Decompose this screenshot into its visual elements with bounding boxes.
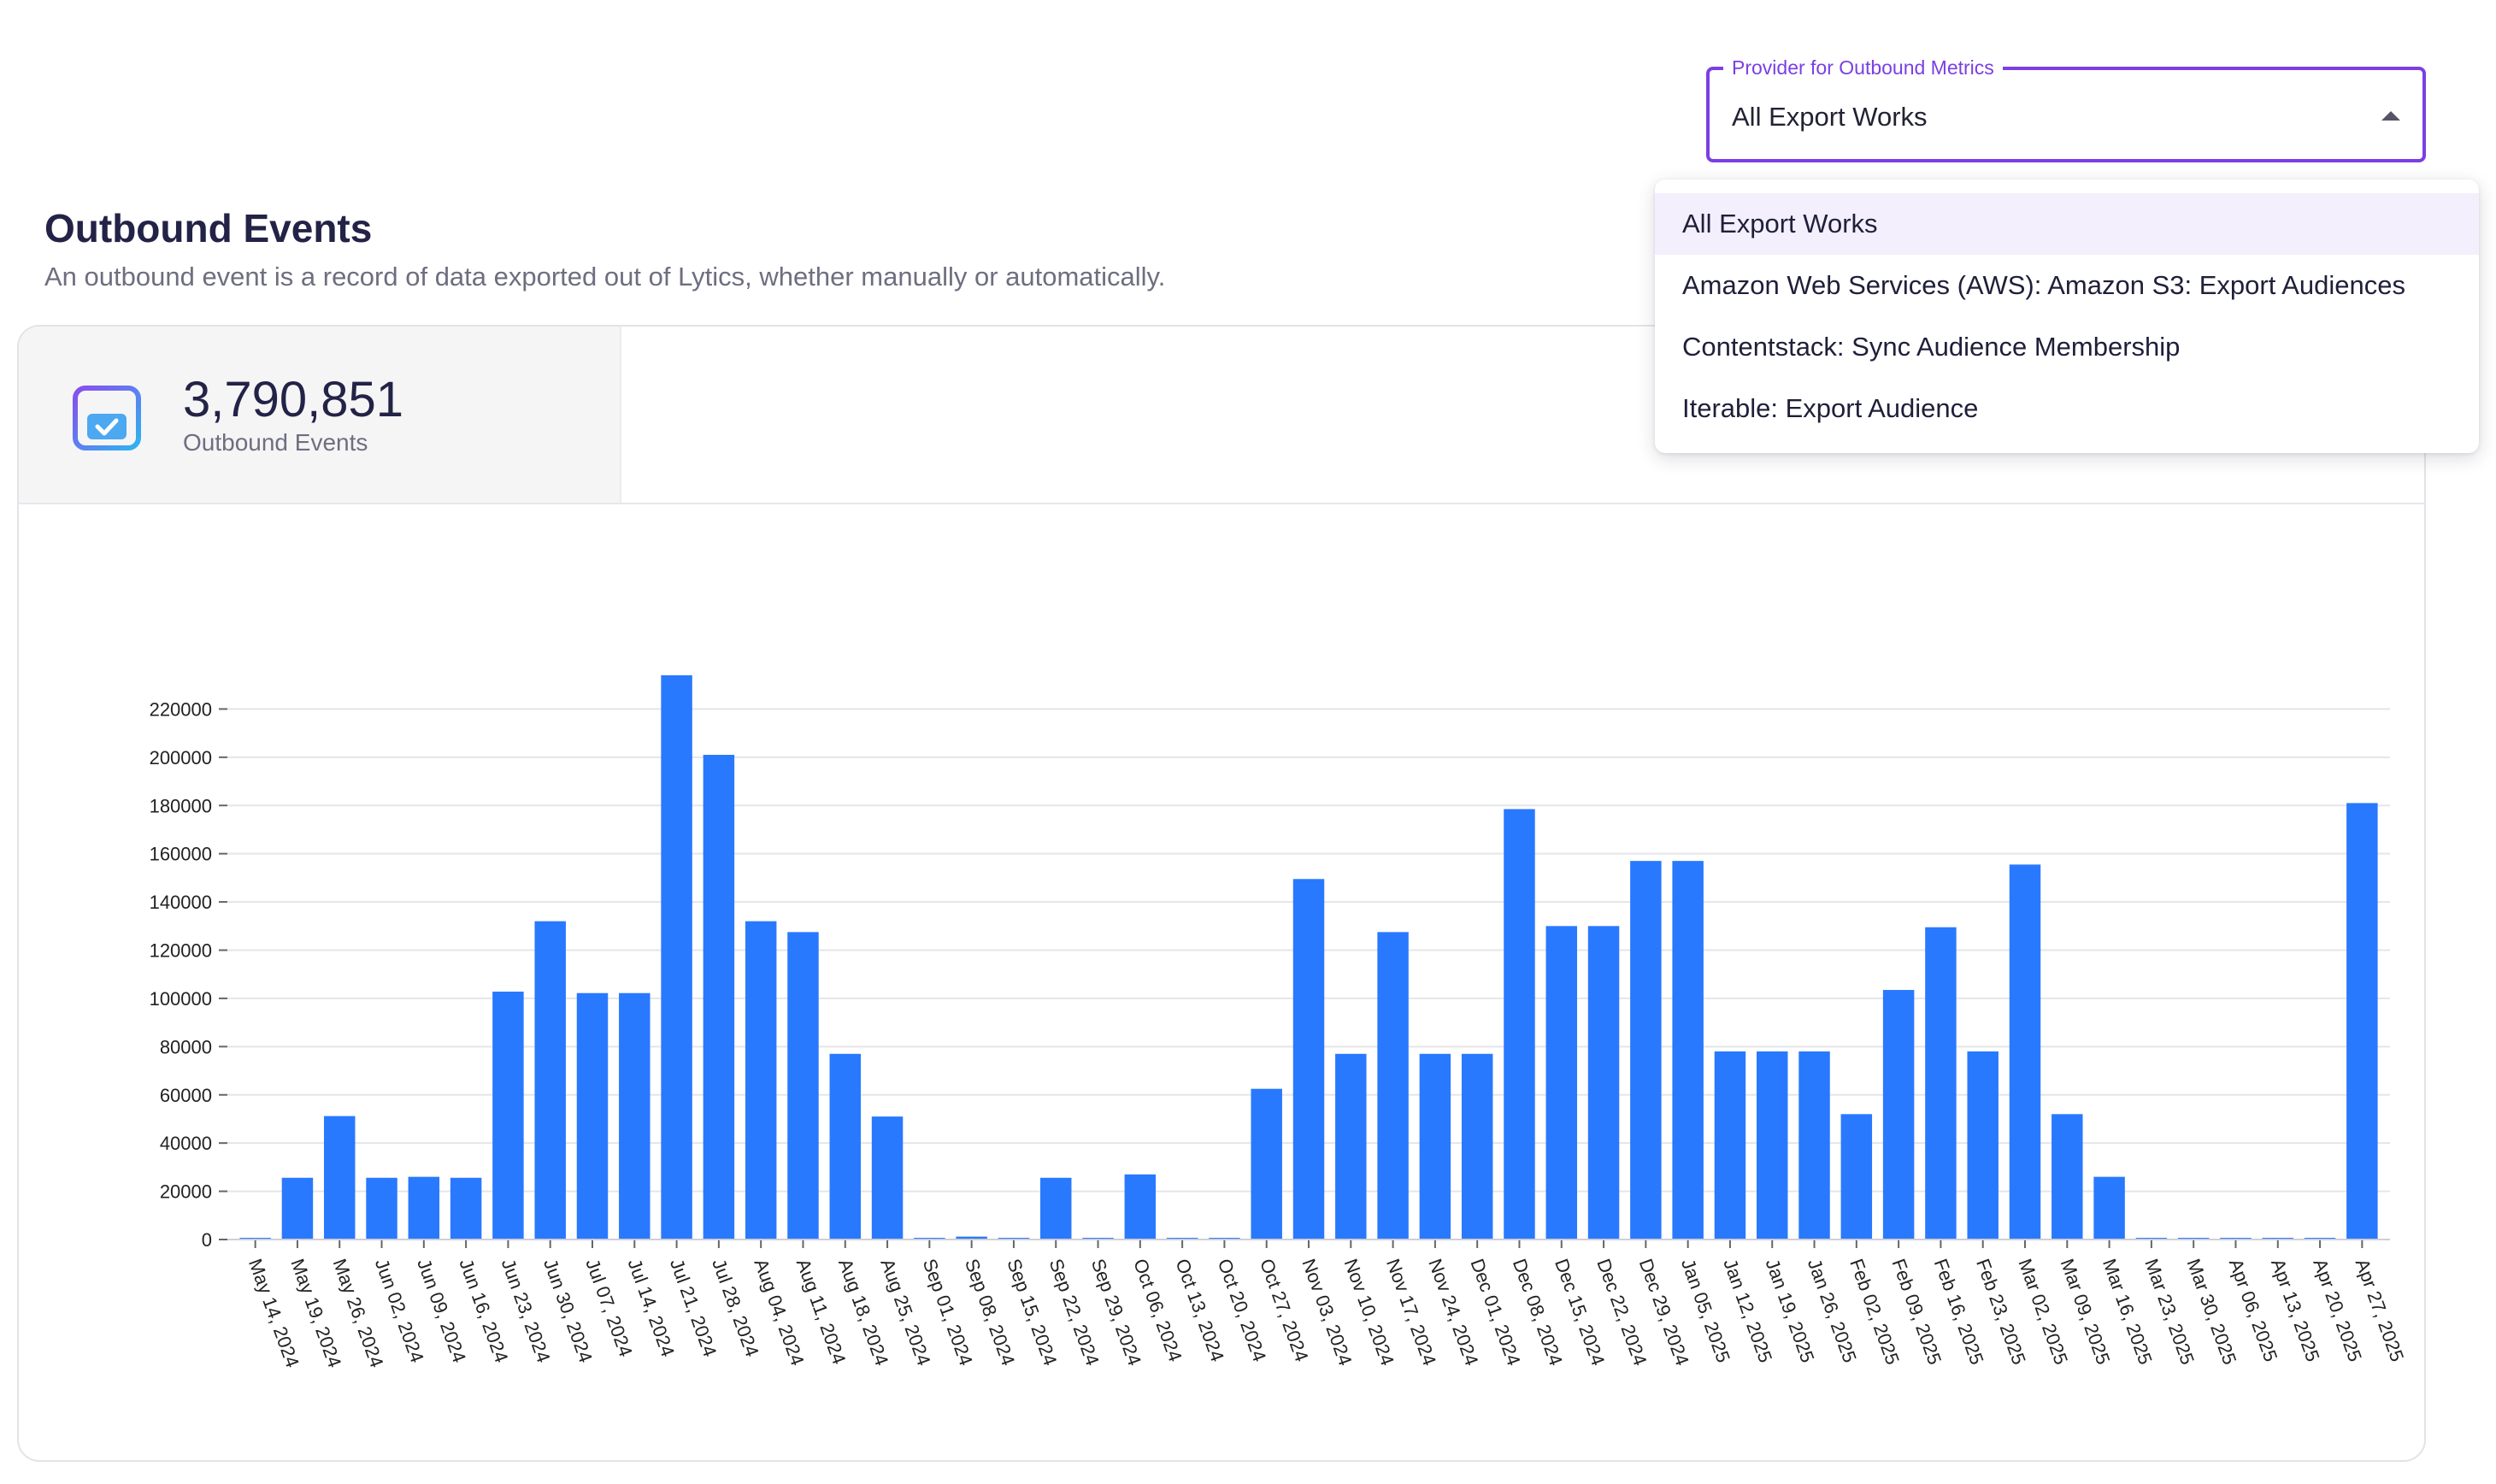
bar[interactable] (1714, 1051, 1746, 1240)
bar[interactable] (2052, 1114, 2083, 1240)
bar[interactable] (1882, 990, 1915, 1240)
bar[interactable] (1756, 1051, 1788, 1240)
bar[interactable] (1251, 1088, 1282, 1240)
provider-select[interactable]: Provider for Outbound Metrics All Export… (1706, 55, 2426, 162)
bar[interactable] (2346, 803, 2378, 1240)
bar[interactable] (408, 1176, 440, 1240)
bar[interactable] (1335, 1053, 1367, 1240)
dropdown-option-iterable[interactable]: Iterable: Export Audience (1682, 393, 1979, 423)
bar[interactable] (534, 921, 566, 1240)
bar[interactable] (1967, 1051, 1999, 1240)
dropdown-option-contentstack[interactable]: Contentstack: Sync Audience Membership (1682, 332, 2181, 362)
bar[interactable] (366, 1177, 397, 1240)
metric-value: 3,790,851 (183, 372, 404, 427)
provider-select-value: All Export Works (1732, 102, 1928, 132)
outbound-events-bar-chart: 0 20000 40000 60000 80000 100000 120000 140000 1… (150, 674, 2408, 1370)
card-divider (19, 503, 2424, 504)
y-tick-label: 20000 (160, 1181, 212, 1203)
bar[interactable] (1377, 932, 1409, 1240)
bar[interactable] (1292, 879, 1325, 1240)
bar[interactable] (703, 755, 735, 1240)
provider-select-label: Provider for Outbound Metrics (1723, 55, 2003, 80)
y-tick-label: 100000 (150, 988, 212, 1010)
bar[interactable] (1504, 809, 1535, 1240)
bar[interactable] (2093, 1176, 2125, 1240)
bar[interactable] (871, 1116, 904, 1240)
bar[interactable] (619, 992, 650, 1240)
y-tick-label: 120000 (150, 940, 212, 962)
page-title: Outbound Events (44, 206, 373, 250)
calendar-check-icon (73, 378, 141, 450)
y-tick-label: 140000 (150, 892, 212, 913)
dropdown-option-aws-s3[interactable]: Amazon Web Services (AWS): Amazon S3: Ex… (1682, 270, 2405, 300)
outbound-events-card: 3,790,851 Outbound Events 0 20000 40000 600… (17, 325, 2426, 1462)
y-tick-label: 80000 (160, 1036, 212, 1057)
bar[interactable] (1461, 1053, 1493, 1240)
y-tick-label: 60000 (160, 1085, 212, 1106)
provider-dropdown-menu: All Export Works Amazon Web Services (AW… (1655, 180, 2479, 453)
bar[interactable] (1419, 1053, 1451, 1240)
y-tick-label: 220000 (150, 698, 212, 720)
bar[interactable] (1039, 1177, 1072, 1240)
metric-panel: 3,790,851 Outbound Events (19, 327, 621, 503)
bar[interactable] (787, 932, 819, 1240)
bar[interactable] (1124, 1174, 1157, 1240)
page-subtitle: An outbound event is a record of data ex… (44, 262, 1166, 292)
bar[interactable] (1840, 1114, 1873, 1240)
bar[interactable] (2009, 864, 2041, 1240)
bar[interactable] (1545, 926, 1578, 1240)
dropdown-option-all-export-works[interactable]: All Export Works (1655, 193, 2479, 255)
bar[interactable] (745, 921, 777, 1240)
bar[interactable] (1587, 926, 1620, 1240)
y-tick-label: 160000 (150, 844, 212, 865)
bar[interactable] (956, 1236, 987, 1240)
bar[interactable] (829, 1053, 862, 1240)
y-tick-label: 0 (202, 1229, 212, 1251)
bar[interactable] (1672, 861, 1704, 1240)
y-tick-label: 180000 (150, 795, 212, 816)
bar[interactable] (281, 1177, 314, 1240)
bar[interactable] (1798, 1051, 1830, 1240)
bar[interactable] (450, 1177, 482, 1240)
bar[interactable] (492, 992, 524, 1240)
metric-label: Outbound Events (183, 429, 368, 456)
bar[interactable] (1925, 927, 1957, 1240)
y-tick-label: 200000 (150, 747, 212, 768)
bar[interactable] (576, 992, 609, 1240)
bar[interactable] (323, 1116, 356, 1240)
caret-up-icon (2381, 111, 2400, 121)
y-tick-label: 40000 (160, 1133, 212, 1154)
bar[interactable] (1630, 861, 1662, 1240)
bar[interactable] (661, 674, 692, 1240)
